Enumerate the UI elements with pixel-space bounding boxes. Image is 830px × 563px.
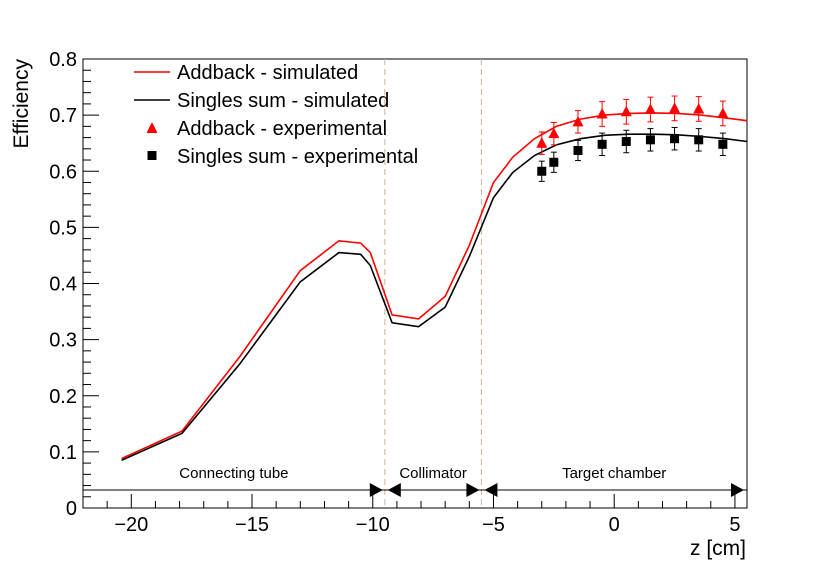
series-line — [121, 112, 748, 460]
legend: Addback - simulated Singles sum - simulat… — [134, 62, 418, 168]
data-point-triangle — [620, 105, 632, 117]
data-point-square — [537, 166, 547, 176]
legend-label: Addback - experimental — [177, 118, 387, 140]
data-point-square — [694, 135, 704, 145]
experimental-points — [536, 95, 729, 182]
x-tick-label: 5 — [729, 514, 740, 536]
x-tick-label: −20 — [114, 514, 148, 536]
y-tick-label: 0.7 — [49, 105, 77, 127]
x-tick-label: −10 — [356, 514, 390, 536]
y-axis-title: Efficiency — [10, 59, 33, 149]
data-point-square — [718, 139, 728, 149]
y-tick-label: 0.5 — [49, 217, 77, 239]
data-point-triangle — [693, 102, 705, 114]
data-point-triangle — [669, 102, 681, 113]
data-point-square — [645, 135, 655, 145]
region-dividers — [384, 59, 482, 508]
arrowhead-right — [731, 483, 744, 498]
data-point-triangle — [536, 137, 548, 148]
region-annotations: Connecting tube Collimator Target chamber — [83, 465, 747, 498]
y-tick-label: 0.1 — [49, 442, 77, 464]
legend-label: Singles sum - simulated — [177, 90, 389, 112]
series-line — [121, 133, 748, 462]
legend-triangle-swatch — [146, 122, 158, 133]
x-tick-label: −5 — [482, 514, 505, 536]
y-tick-label: 0.3 — [49, 330, 77, 352]
data-point-triangle — [548, 127, 560, 139]
arrowhead-right — [369, 483, 383, 498]
data-point-triangle — [596, 108, 608, 119]
x-tick-label: −15 — [235, 514, 269, 536]
y-tick-label: 0.6 — [49, 161, 77, 183]
data-point-square — [670, 134, 680, 144]
data-point-square — [573, 145, 583, 155]
arrowhead-right — [466, 483, 480, 498]
region-label: Collimator — [399, 465, 467, 482]
tick-labels: −20 −15 −10 −5 0 5 0 0.1 0.2 0.3 0.4 0.5 0.6 0.7 0.8 — [49, 49, 740, 536]
data-point-triangle — [717, 107, 729, 118]
legend-label: Singles sum - experimental — [177, 146, 418, 168]
x-axis-title: z [cm] — [690, 537, 746, 560]
arrowhead-left — [387, 483, 401, 498]
y-tick-label: 0.8 — [49, 49, 77, 71]
y-tick-label: 0.2 — [49, 386, 77, 408]
region-label: Connecting tube — [179, 465, 288, 482]
simulated-curves — [121, 112, 748, 462]
x-tick-label: 0 — [609, 514, 620, 536]
data-point-triangle — [572, 115, 584, 127]
y-tick-label: 0 — [66, 498, 77, 520]
data-point-triangle — [644, 103, 656, 115]
legend-label: Addback - simulated — [177, 62, 358, 84]
region-label: Target chamber — [562, 465, 666, 482]
data-point-square — [597, 139, 607, 149]
axis-ticks — [82, 58, 736, 509]
arrowhead-left — [484, 483, 498, 498]
legend-square-swatch — [147, 151, 157, 160]
data-point-square — [549, 157, 559, 167]
y-tick-label: 0.4 — [49, 274, 77, 296]
data-point-square — [621, 137, 631, 147]
